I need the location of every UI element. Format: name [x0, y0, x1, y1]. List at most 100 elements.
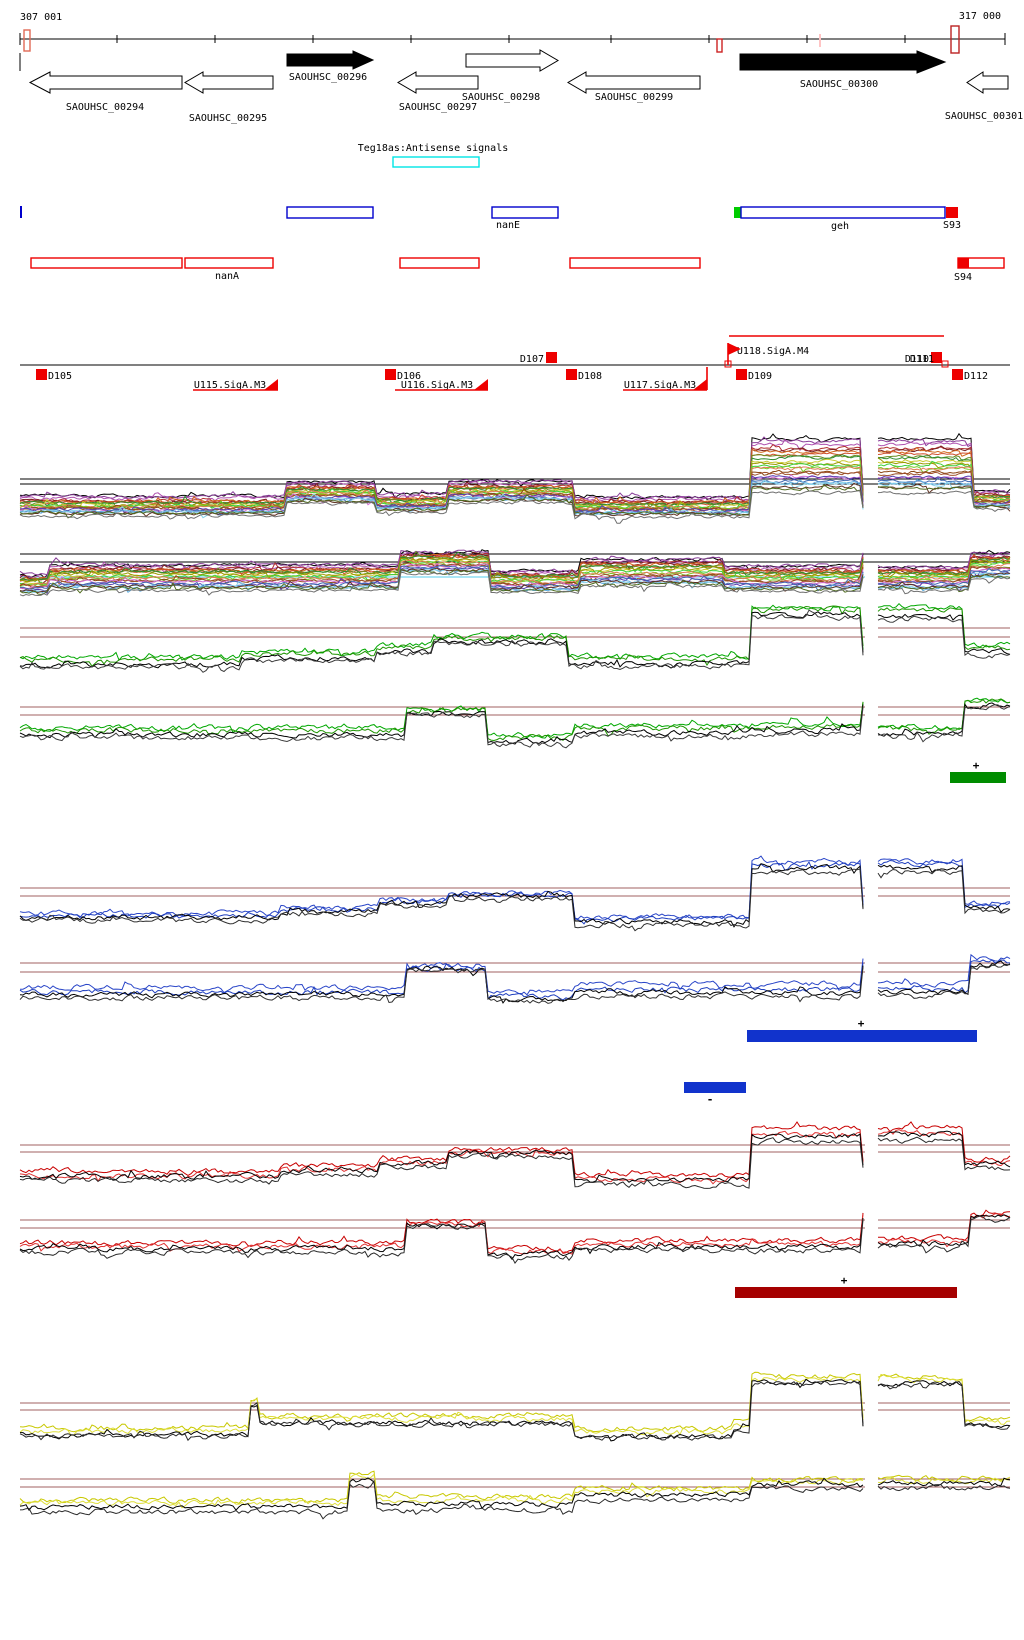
blue-transcript-box[interactable]	[740, 206, 946, 219]
signal-line	[877, 953, 1011, 988]
gene-arrow[interactable]	[28, 71, 183, 94]
blue-transcript-box[interactable]	[491, 206, 559, 219]
antisense-box[interactable]	[392, 156, 480, 168]
signal-line	[878, 704, 1011, 743]
track-green-signal-1	[19, 602, 1011, 673]
signal-line	[19, 704, 864, 745]
red-transcript-box[interactable]	[30, 257, 183, 269]
tss-marker-square[interactable]	[566, 369, 577, 380]
strand-bar[interactable]	[747, 1030, 977, 1042]
red-transcript-box[interactable]	[184, 257, 274, 269]
tss-marker-square[interactable]	[952, 369, 963, 380]
signal-line	[877, 963, 1011, 999]
signal-line	[877, 459, 1011, 501]
signal-line	[19, 702, 864, 739]
red-transcript-box[interactable]	[399, 257, 480, 269]
gene-arrow[interactable]	[286, 50, 375, 70]
transcript-row-red[interactable]: nanA S94	[30, 257, 1005, 283]
signal-line	[19, 433, 864, 500]
signal-line	[877, 859, 1011, 909]
tss-marker-label: D105	[48, 371, 72, 382]
gene-SAOUHSC_00299[interactable]: SAOUHSC_00299	[567, 71, 701, 103]
signal-line	[877, 1484, 1011, 1492]
gene-label: SAOUHSC_00298	[462, 92, 540, 103]
signal-line	[877, 1476, 1011, 1485]
signal-line	[19, 861, 864, 925]
signal-line	[19, 484, 864, 519]
signal-line	[877, 960, 1011, 996]
gene-label: SAOUHSC_00297	[399, 102, 477, 113]
signal-line	[877, 1477, 1011, 1487]
strand-bar-blue-plus-bar[interactable]: +	[747, 1017, 977, 1042]
blue-transcript-box[interactable]	[286, 206, 374, 219]
track-yellow-signal-2	[19, 1470, 1011, 1520]
antisense-annotation[interactable]: Teg18as:Antisense signals	[358, 143, 509, 168]
gene-arrow[interactable]	[397, 71, 479, 94]
signal-line	[877, 702, 1011, 737]
transcript-row-blue[interactable]: nanE geh S93	[20, 206, 961, 232]
tss-marker-square[interactable]	[931, 352, 942, 363]
motif-flag	[693, 379, 707, 390]
tss-marker-square[interactable]	[736, 369, 747, 380]
gene-arrow[interactable]	[465, 49, 559, 72]
tss-marker-square[interactable]	[546, 352, 557, 363]
tss-marker-square[interactable]	[385, 369, 396, 380]
strand-bar[interactable]	[684, 1082, 746, 1093]
signal-line	[19, 482, 864, 518]
signal-line	[19, 567, 864, 594]
track-green-signal-2	[19, 697, 1011, 749]
signal-line	[19, 1479, 864, 1520]
antisense-label: Teg18as:Antisense signals	[358, 143, 509, 154]
gene-SAOUHSC_00297[interactable]: SAOUHSC_00297	[397, 71, 479, 113]
signal-line	[19, 490, 864, 524]
coordinate-axis: 307 001 317 000	[19, 11, 1006, 71]
transcript-label: nanE	[496, 220, 520, 231]
signal-line	[877, 864, 1011, 913]
transcript-label: S93	[943, 220, 961, 231]
red-transcript-box[interactable]	[569, 257, 701, 269]
gene-SAOUHSC_00296[interactable]: SAOUHSC_00296	[286, 50, 375, 83]
strand-bar-blue-minus-bar[interactable]: -	[684, 1082, 746, 1106]
gene-SAOUHSC_00301[interactable]: SAOUHSC_00301	[945, 71, 1023, 122]
signal-line	[877, 1136, 1011, 1171]
signal-line	[19, 471, 864, 514]
signal-line	[877, 1129, 1011, 1167]
signal-line	[19, 967, 864, 1004]
axis-start-label: 307 001	[20, 12, 62, 23]
gene-label: SAOUHSC_00295	[189, 113, 267, 124]
signal-line	[19, 1470, 864, 1505]
tss-marker-label: D107	[520, 354, 544, 365]
gene-SAOUHSC_00300[interactable]: SAOUHSC_00300	[739, 50, 947, 90]
strand-bar-green-plus-bar[interactable]: +	[950, 759, 1006, 783]
gene-arrow[interactable]	[739, 50, 947, 74]
strand-bar[interactable]	[735, 1287, 957, 1298]
filled-feature-box[interactable]	[946, 207, 958, 218]
tss-marker-label: D106	[397, 371, 421, 382]
sigma-motif-label: U115.SigA.M3	[194, 380, 266, 391]
signal-line	[19, 868, 864, 932]
gene-SAOUHSC_00298[interactable]: SAOUHSC_00298	[462, 49, 559, 103]
signal-line	[19, 1137, 864, 1189]
strand-bar[interactable]	[950, 772, 1006, 783]
gene-SAOUHSC_00295[interactable]: SAOUHSC_00295	[184, 71, 274, 124]
gene-arrow[interactable]	[966, 71, 1009, 94]
signal-line	[19, 571, 864, 597]
blue-tick[interactable]	[20, 206, 22, 218]
tss-marker-square[interactable]	[36, 369, 47, 380]
signal-line	[19, 965, 864, 1004]
gene-arrow[interactable]	[184, 71, 274, 94]
signal-line	[877, 615, 1011, 659]
strand-bar-darkred-plus-bar[interactable]: +	[735, 1274, 957, 1298]
filled-feature-box[interactable]	[734, 207, 741, 218]
strand-sign: +	[841, 1274, 848, 1287]
signal-line	[878, 1209, 1011, 1242]
signal-line	[19, 863, 864, 928]
gene-SAOUHSC_00294[interactable]: SAOUHSC_00294	[28, 71, 183, 113]
signal-line	[19, 1376, 864, 1436]
signal-line	[19, 564, 864, 592]
strand-sign: +	[973, 759, 980, 772]
gene-arrow[interactable]	[567, 71, 701, 94]
